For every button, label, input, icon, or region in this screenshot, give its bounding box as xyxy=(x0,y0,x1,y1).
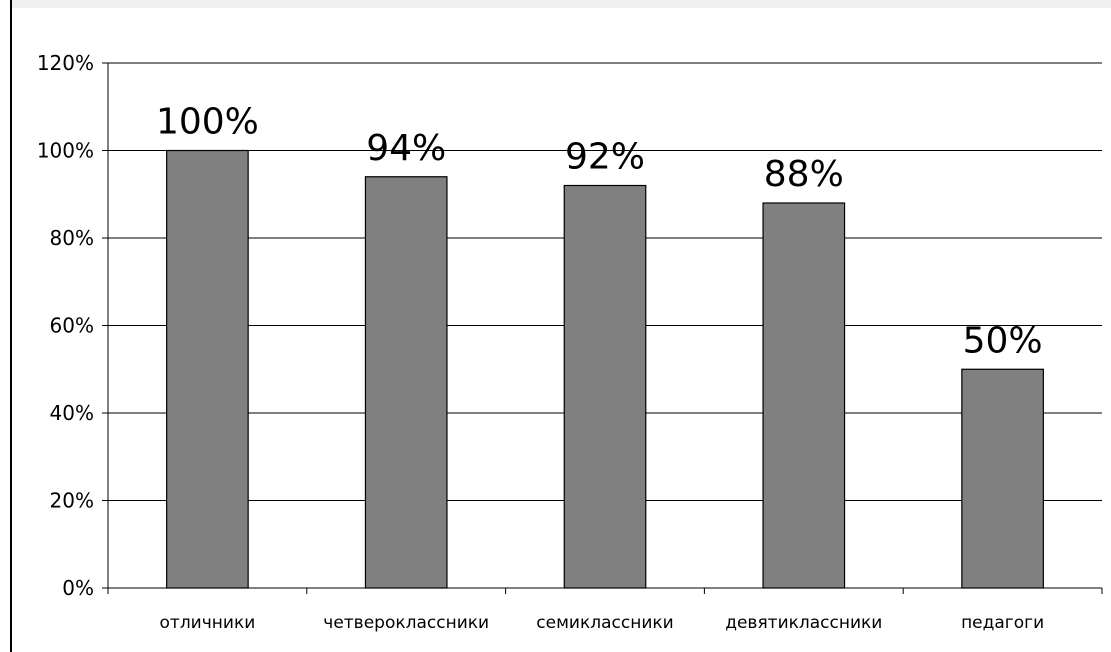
top-strip xyxy=(12,0,1111,8)
y-tick-label: 0% xyxy=(62,576,94,600)
bar xyxy=(563,184,647,589)
y-tick-label: 80% xyxy=(50,226,94,250)
bar xyxy=(364,176,448,589)
y-tick-label: 20% xyxy=(50,489,94,513)
data-label: 94% xyxy=(366,128,446,169)
y-tick-label: 120% xyxy=(37,51,94,75)
bar xyxy=(961,368,1044,589)
bar xyxy=(762,202,846,589)
x-category-label: четвероклассники xyxy=(323,613,489,633)
bar xyxy=(166,149,249,589)
data-label: 88% xyxy=(764,154,844,195)
y-tick-label: 40% xyxy=(50,401,94,425)
data-label: 50% xyxy=(963,320,1043,361)
bars xyxy=(166,149,1044,589)
x-category-label: девятиклассники xyxy=(725,613,882,633)
x-category-label: семиклассники xyxy=(536,613,673,633)
y-tick-label: 100% xyxy=(37,139,94,163)
left-border-line xyxy=(10,0,12,652)
x-category-label: педагоги xyxy=(961,613,1044,633)
data-label: 100% xyxy=(156,102,259,143)
x-category-label: отличники xyxy=(160,613,256,633)
labels: 0% 20% 40% 60% 80% 100% 120% 100% отличники 94% че… xyxy=(37,51,1044,633)
data-label: 92% xyxy=(565,137,645,178)
y-tick-label: 60% xyxy=(50,314,94,338)
